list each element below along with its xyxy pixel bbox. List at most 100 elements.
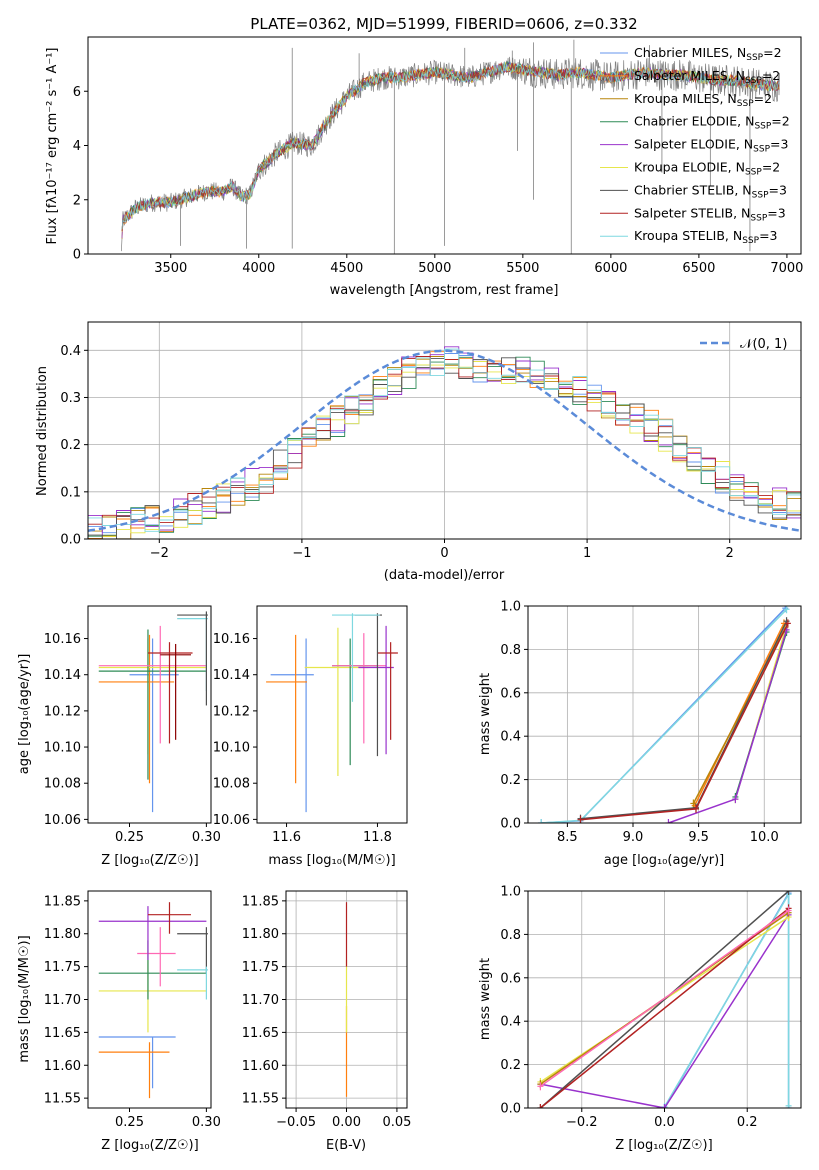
mass-weight-line bbox=[539, 891, 790, 1108]
normal-legend-label: 𝒩(0, 1) bbox=[740, 337, 787, 352]
y-tick-label: 0.8 bbox=[500, 643, 521, 658]
x-tick-label: 6000 bbox=[594, 261, 627, 276]
age-vs-mass-xlabel: mass [log₁₀(M/M☉)] bbox=[268, 853, 395, 868]
x-tick-label: 0 bbox=[440, 546, 448, 561]
age-vs-mass-data bbox=[266, 613, 398, 813]
legend-label: Salpeter ELODIE, NSSP=3 bbox=[634, 137, 788, 155]
x-tick-label: 7000 bbox=[770, 261, 803, 276]
y-tick-label: 10.12 bbox=[213, 704, 250, 719]
y-tick-label: 11.70 bbox=[242, 993, 279, 1008]
y-tick-label: 10.08 bbox=[213, 777, 250, 792]
spectrum-data bbox=[121, 39, 780, 254]
mass-vs-z-ylabel: mass [log₁₀(M/M☉)] bbox=[17, 935, 32, 1062]
x-tick-label: 1 bbox=[583, 546, 591, 561]
legend-label: Chabrier MILES, NSSP=2 bbox=[634, 45, 782, 63]
y-tick-label: 11.65 bbox=[242, 1026, 279, 1041]
mass-weight-line bbox=[580, 623, 789, 821]
mass-weight-vs-age-ticks: 8.5 9.0 9.5 10.0 0.0 0.2 0.4 0.6 0.8 1.0 bbox=[500, 600, 778, 846]
x-tick-label: 0.0 bbox=[654, 1115, 675, 1130]
x-tick-label: 5500 bbox=[506, 261, 539, 276]
legend-label: Salpeter MILES, NSSP=2 bbox=[634, 68, 780, 86]
residual-histogram bbox=[88, 348, 801, 532]
y-tick-label: 11.80 bbox=[44, 927, 81, 942]
age-vs-z-ylabel: age [log₁₀(age/yr)] bbox=[17, 654, 32, 775]
y-tick-label: 0.2 bbox=[500, 773, 521, 788]
mass-weight-line bbox=[692, 627, 786, 804]
mass-weight-vs-z-data bbox=[537, 891, 792, 1108]
age-vs-z-axes-frame bbox=[87, 605, 212, 824]
y-tick-label: 10.14 bbox=[44, 668, 81, 683]
y-tick-label: 0.6 bbox=[500, 686, 521, 701]
x-tick-label: 0.30 bbox=[192, 1115, 221, 1130]
x-tick-label: 9.5 bbox=[688, 830, 709, 845]
x-tick-label: −0.05 bbox=[276, 1115, 316, 1130]
y-tick-label: 10.16 bbox=[213, 632, 250, 647]
x-tick-label: 11.6 bbox=[272, 830, 301, 845]
legend-label: Salpeter STELIB, NSSP=3 bbox=[634, 205, 786, 223]
y-tick-label: 10.06 bbox=[44, 813, 81, 828]
x-tick-label: 4500 bbox=[330, 261, 363, 276]
mass-weight-vs-z-ticks: −0.2 0.0 0.2 0.0 0.2 0.4 0.6 0.8 1.0 bbox=[500, 885, 757, 1131]
residuals-ylabel: Normed distribution bbox=[35, 366, 50, 496]
mass-weight-vs-age-axes-frame bbox=[527, 605, 802, 824]
mass-vs-z-panel: 0.25 0.30 11.55 11.60 11.65 11.70 11.75 11.80 11… bbox=[17, 890, 221, 1153]
residuals-panel: −2 −1 0 1 2 0.0 0.1 0.2 0.3 0.4 (data-model)/erro… bbox=[35, 321, 802, 583]
y-tick-label: 0.8 bbox=[500, 928, 521, 943]
y-tick-label: 10.12 bbox=[44, 704, 81, 719]
y-tick-label: 11.75 bbox=[44, 960, 81, 975]
legend-label: Chabrier STELIB, NSSP=3 bbox=[634, 182, 787, 200]
x-tick-label: 2 bbox=[726, 546, 734, 561]
x-tick-label: 9.0 bbox=[623, 830, 644, 845]
mass-weight-vs-z-ylabel: mass weight bbox=[478, 958, 493, 1040]
residuals-ticks: −2 −1 0 1 2 0.0 0.1 0.2 0.3 0.4 bbox=[60, 344, 734, 561]
y-tick-label: 10.10 bbox=[44, 741, 81, 756]
mass-weight-vs-z-panel: −0.2 0.0 0.2 0.0 0.2 0.4 0.6 0.8 1.0 Z [log₁₀(Z/… bbox=[478, 885, 802, 1153]
y-tick-label: 6 bbox=[73, 85, 81, 100]
age-vs-mass-axes-frame bbox=[256, 605, 408, 824]
mass-weight-vs-age-xlabel: age [log₁₀(age/yr)] bbox=[604, 853, 725, 868]
mass-weight-line bbox=[539, 907, 790, 1108]
y-tick-label: 11.70 bbox=[44, 993, 81, 1008]
y-tick-label: 0.1 bbox=[60, 485, 81, 500]
spectrum-legend: Chabrier MILES, NSSP=2 Salpeter MILES, NS… bbox=[600, 45, 790, 246]
x-tick-label: 5000 bbox=[418, 261, 451, 276]
legend-label: Kroupa STELIB, NSSP=3 bbox=[634, 228, 778, 246]
y-tick-label: 11.65 bbox=[44, 1026, 81, 1041]
y-tick-label: 0.3 bbox=[60, 391, 81, 406]
mass-weight-line bbox=[540, 914, 790, 1108]
x-tick-label: 0.2 bbox=[737, 1115, 758, 1130]
y-tick-label: 11.60 bbox=[44, 1059, 81, 1074]
y-tick-label: 10.16 bbox=[44, 632, 81, 647]
spectrum-ticks: 3500 4000 4500 5000 5500 6000 6500 7000 0 2 4 6 bbox=[73, 85, 804, 276]
y-tick-label: 10.14 bbox=[213, 668, 250, 683]
mass-weight-line bbox=[539, 909, 790, 1087]
y-tick-label: 11.85 bbox=[242, 894, 279, 909]
y-tick-label: 11.55 bbox=[44, 1092, 81, 1107]
y-tick-label: 10.06 bbox=[213, 813, 250, 828]
observed-spectrum bbox=[121, 56, 780, 252]
age-vs-mass-ticks: 11.6 11.8 10.06 10.08 10.10 10.12 10.14 10.16 bbox=[213, 632, 392, 845]
x-tick-label: 0.30 bbox=[192, 830, 221, 845]
y-tick-label: 2 bbox=[73, 193, 81, 208]
y-tick-label: 11.55 bbox=[242, 1092, 279, 1107]
y-tick-label: 0.0 bbox=[60, 533, 81, 548]
age-vs-mass-panel: 11.6 11.8 10.06 10.08 10.10 10.12 10.14 10.16 m… bbox=[213, 605, 408, 868]
y-tick-label: 1.0 bbox=[500, 885, 521, 900]
y-tick-label: 11.75 bbox=[242, 960, 279, 975]
y-tick-label: 0.0 bbox=[500, 1102, 521, 1117]
x-tick-label: 10.0 bbox=[750, 830, 779, 845]
mass-weight-vs-age-panel: 8.5 9.0 9.5 10.0 0.0 0.2 0.4 0.6 0.8 1.0 age [log… bbox=[478, 600, 802, 868]
spectrum-xlabel: wavelength [Angstrom, rest frame] bbox=[330, 283, 559, 298]
y-tick-label: 0.2 bbox=[60, 438, 81, 453]
y-tick-label: 4 bbox=[73, 139, 81, 154]
spectrum-panel: PLATE=0362, MJD=51999, FIBERID=0606, z=0… bbox=[45, 15, 803, 298]
mass-vs-ebv-ticks: −0.05 0.00 0.05 11.55 11.60 11.65 11.70 11.75 11… bbox=[242, 894, 412, 1130]
x-tick-label: 4000 bbox=[242, 261, 275, 276]
y-tick-label: 11.80 bbox=[242, 927, 279, 942]
mass-vs-z-data bbox=[98, 902, 208, 1099]
y-tick-label: 0.4 bbox=[60, 344, 81, 359]
mass-weight-line bbox=[541, 608, 788, 823]
legend-label: Chabrier ELODIE, NSSP=2 bbox=[634, 114, 790, 132]
y-tick-label: 11.60 bbox=[242, 1059, 279, 1074]
